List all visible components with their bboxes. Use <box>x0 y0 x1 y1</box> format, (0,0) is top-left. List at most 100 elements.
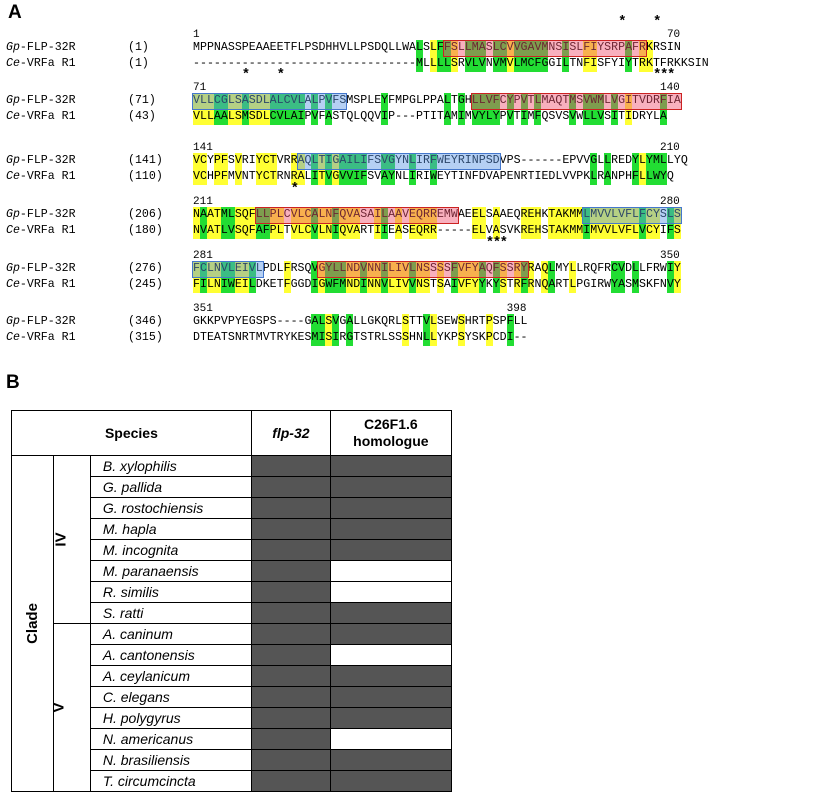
table-row: H. polygyrus <box>12 707 452 729</box>
sequence-name: Ce-VRFa R1 <box>6 170 76 183</box>
conservation-star: * <box>290 181 299 197</box>
sequence-name: Ce-VRFa R1 <box>6 278 76 291</box>
species-name: T. circumcincta <box>89 770 252 792</box>
species-name: A. cantonensis <box>89 644 252 666</box>
clade-group-iv: IV <box>52 455 91 624</box>
species-name: C. elegans <box>89 686 252 708</box>
species-name: M. hapla <box>89 518 252 540</box>
ruler-start: 71 <box>193 82 207 94</box>
flp32-presence-cell <box>250 770 331 792</box>
ruler-start: 1 <box>193 29 200 41</box>
header-flp32: flp-32 <box>250 410 331 456</box>
sequence-name: Ce-VRFa R1 <box>6 224 76 237</box>
flp32-presence-cell <box>250 476 331 498</box>
species-name: N. brasiliensis <box>89 749 252 771</box>
c26-presence-cell <box>329 581 452 603</box>
clade-label-text: Clade <box>23 603 41 644</box>
species-name: G. rostochiensis <box>89 497 252 519</box>
sequence-position: (245) <box>128 278 163 291</box>
sequence-residues: --------------------------------MLLLLSRV… <box>193 56 709 72</box>
c26-presence-cell <box>329 518 452 540</box>
species-name: A. ceylanicum <box>89 665 252 687</box>
sequence-residues: NAATMLSQFLLPLCVLCALNFQVASAILAAVEQRREMWAE… <box>193 207 681 223</box>
header-c26f1-homologue: C26F1.6 homologue <box>329 410 452 456</box>
species-name: S. ratti <box>89 602 252 624</box>
species-name: R. similis <box>89 581 252 603</box>
species-name: M. incognita <box>89 539 252 561</box>
sequence-position: (276) <box>128 262 163 275</box>
sequence-name: Ce-VRFa R1 <box>6 110 76 123</box>
ruler-start: 211 <box>193 196 213 208</box>
c26-presence-cell <box>329 665 452 687</box>
conservation-star: * <box>659 67 669 83</box>
table-row: Clade IV B. xylophilis <box>11 455 452 792</box>
conservation-star: * <box>492 235 502 251</box>
table-row: N. brasiliensis <box>12 749 452 771</box>
conservation-star: * <box>485 235 495 251</box>
sequence-name: Gp-FLP-32R <box>6 262 76 275</box>
species-name: H. polygyrus <box>89 707 252 729</box>
c26-presence-cell <box>329 749 452 771</box>
flp32-presence-cell <box>250 497 331 519</box>
c26-presence-cell <box>329 623 452 645</box>
sequence-position: (315) <box>128 331 163 344</box>
sequence-residues: VLLCGLSASDLALCVLALPVFSMSPLEYFMPGLPPALTGH… <box>193 93 681 109</box>
flp32-presence-cell <box>250 686 331 708</box>
c26-presence-cell <box>329 770 452 792</box>
conservation-star: * <box>499 235 509 251</box>
table-row: T. circumcincta <box>12 770 452 792</box>
table-row: M. hapla <box>12 518 452 540</box>
sequence-residues: VCYPFSVRIYCTVRRAQLTIGAILIFSVGYNLIRFWEYRI… <box>193 153 688 169</box>
conservation-star: * <box>653 14 662 30</box>
c26-presence-cell <box>329 560 452 582</box>
sequence-residues: GKKPVPYEGSPS----GALSVGALLGKQRLSTTVLSEWSH… <box>193 314 528 330</box>
sequence-position: (43) <box>128 110 156 123</box>
flp32-presence-cell <box>250 707 331 729</box>
sequence-name: Gp-FLP-32R <box>6 154 76 167</box>
table-row: R. similis <box>12 581 452 603</box>
sequence-name: Gp-FLP-32R <box>6 94 76 107</box>
header-species: Species <box>11 410 252 456</box>
table-row: M. incognita <box>12 539 452 561</box>
conservation-star: * <box>618 14 627 30</box>
flp32-presence-cell <box>250 602 331 624</box>
c26-presence-cell <box>329 476 452 498</box>
species-table: Species flp-32 C26F1.6 homologue Clade IV… <box>11 410 452 792</box>
sequence-residues: FILNIWEILDKETFGGDIGWFMNDINNVLIVVNSTSAIVF… <box>193 277 681 293</box>
species-name: G. pallida <box>89 476 252 498</box>
flp32-presence-cell <box>250 455 331 477</box>
conservation-star: * <box>241 67 251 83</box>
panel-b-label: B <box>6 372 20 393</box>
table-body: Clade IV B. xylophilis G. pallida G. rostoch… <box>11 455 452 792</box>
sequence-name: Gp-FLP-32R <box>6 208 76 221</box>
header-c26-line1: C26F1.6 <box>364 416 418 432</box>
panel-a-label: A <box>8 2 22 23</box>
flp32-presence-cell <box>250 665 331 687</box>
c26-presence-cell <box>329 728 452 750</box>
sequence-residues: FCLNVLEIVLPDLFRSQVGYLLNDVNNILIVLNSSSSFVF… <box>193 261 681 277</box>
flp32-presence-cell <box>250 539 331 561</box>
sequence-alignment: 1 70 * * Gp-FLP-32R (1) MPPNASSPEAAEETFLPSDHHV… <box>0 0 828 360</box>
c26-presence-cell <box>329 686 452 708</box>
ruler-end: 280 <box>659 196 680 208</box>
c26-presence-cell <box>329 602 452 624</box>
sequence-residues: DTEATSNRTMVTRYKESMISIRGTSTRLSSSHNLLYKPSY… <box>193 330 528 346</box>
table-row: C. elegans <box>12 686 452 708</box>
c26-presence-cell <box>329 497 452 519</box>
c26-presence-cell <box>329 539 452 561</box>
species-name: M. paranaensis <box>89 560 252 582</box>
sequence-position: (110) <box>128 170 163 183</box>
sequence-position: (1) <box>128 41 149 54</box>
sequence-residues: NVATLVSQFAFPLTVLCVLNIQVARTIIEASEQRR-----… <box>193 223 681 239</box>
ruler-start: 351 <box>193 303 213 315</box>
sequence-position: (71) <box>128 94 156 107</box>
c26-presence-cell <box>329 455 452 477</box>
table-row: G. rostochiensis <box>12 497 452 519</box>
conservation-star: * <box>666 67 676 83</box>
conservation-star: * <box>276 67 286 83</box>
clade-group-text: IV <box>52 532 70 547</box>
species-name: N. americanus <box>89 728 252 750</box>
sequence-position: (141) <box>128 154 163 167</box>
sequence-name: Ce-VRFa R1 <box>6 57 76 70</box>
flp32-presence-cell <box>250 518 331 540</box>
